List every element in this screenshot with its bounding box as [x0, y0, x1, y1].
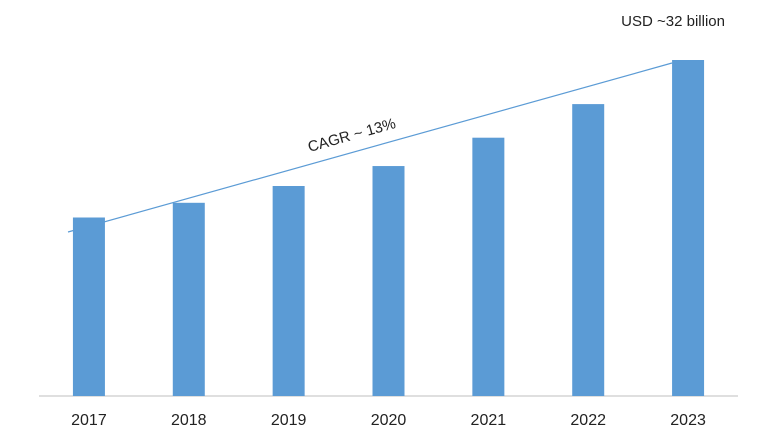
bar: [372, 166, 405, 396]
x-tick-label: 2018: [171, 412, 207, 429]
x-tick-label: 2021: [471, 412, 507, 429]
bar: [672, 60, 705, 396]
x-tick-label: 2020: [371, 412, 407, 429]
bar: [472, 137, 505, 396]
bar: [572, 104, 605, 396]
x-tick-label: 2017: [71, 412, 107, 429]
x-tick-label: 2022: [570, 412, 606, 429]
x-tick-label: 2019: [271, 412, 307, 429]
trend-line: [67, 62, 673, 233]
x-tick-label: 2023: [670, 412, 706, 429]
bar: [72, 217, 105, 396]
value-label: USD ~32 billion: [621, 13, 725, 30]
cagr-annotation: CAGR ~ 13%: [306, 115, 398, 156]
bar: [172, 202, 205, 396]
bar: [272, 186, 305, 396]
